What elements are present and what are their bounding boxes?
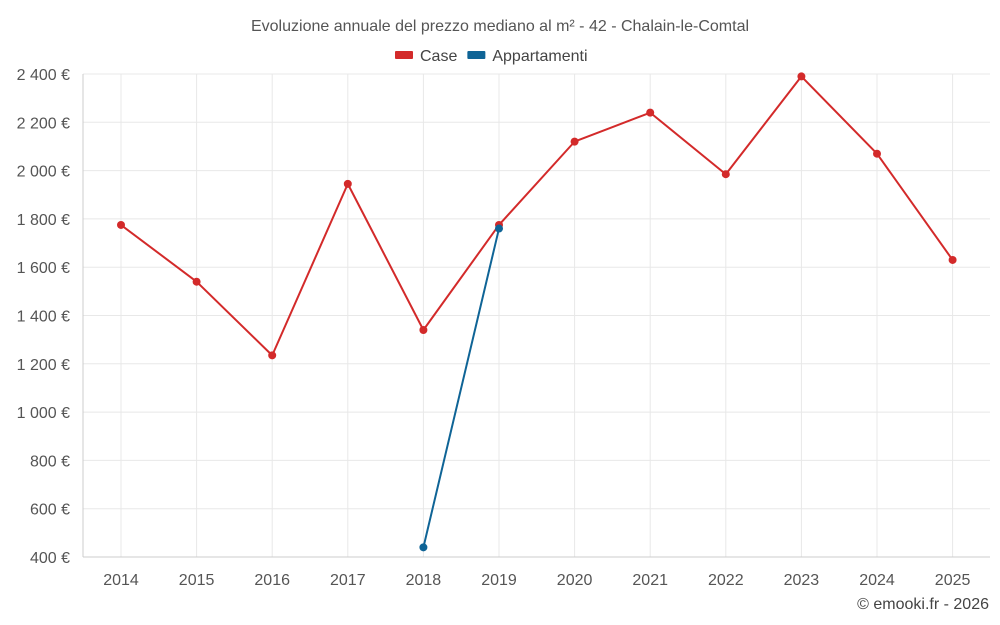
y-tick-label: 2 400 € [17,67,70,84]
y-tick-label: 2 200 € [17,115,70,132]
x-axis: 2014 2015 2016 2017 2018 2019 2020 2021 2022 2023… [83,556,990,589]
y-tick-label: 1 800 € [17,212,70,229]
legend-swatch-case [395,51,413,59]
x-tick-label: 2017 [330,572,366,589]
x-tick-label: 2019 [481,572,517,589]
y-tick-label: 1 600 € [17,260,70,277]
y-tick-label: 1 400 € [17,309,70,326]
data-point-appartamenti[interactable] [495,224,503,233]
data-point-case[interactable] [268,351,277,360]
x-tick-label: 2021 [632,572,668,589]
series-line-case [120,75,954,357]
x-tick-label: 2018 [406,572,442,589]
legend-label-case[interactable]: Case [420,48,457,65]
x-tick-label: 2022 [708,572,744,589]
series-group [117,72,957,552]
y-tick-label: 2 000 € [17,164,70,181]
y-tick-label: 1 200 € [17,357,70,374]
x-tick-label: 2020 [557,572,593,589]
legend[interactable]: Case Appartamenti [395,48,588,65]
y-tick-label: 600 € [30,502,70,519]
x-tick-label: 2015 [179,572,215,589]
data-point-case[interactable] [797,72,806,81]
data-point-case[interactable] [117,220,125,229]
data-point-case[interactable] [873,149,881,158]
data-point-appartamenti[interactable] [419,543,428,552]
data-point-case[interactable] [343,179,352,188]
x-tick-label: 2025 [935,572,971,589]
y-tick-label: 400 € [30,550,70,567]
x-tick-label: 2014 [103,572,139,589]
x-tick-label: 2016 [254,572,290,589]
y-axis: 400 € 600 € 800 € 1 000 € 1 200 € 1 400 € 1 60… [17,67,84,567]
data-point-case[interactable] [192,277,201,286]
data-point-case[interactable] [646,108,655,117]
chart-title: Evoluzione annuale del prezzo mediano al… [251,18,749,35]
grid [83,73,990,557]
data-point-case[interactable] [570,137,579,146]
x-tick-label: 2024 [859,572,895,589]
y-tick-label: 800 € [30,453,70,470]
series-line-appartamenti [422,227,500,549]
y-tick-label: 1 000 € [17,405,70,422]
data-point-case[interactable] [948,255,957,264]
data-point-case[interactable] [419,325,428,334]
legend-label-appartamenti[interactable]: Appartamenti [492,48,587,65]
credit-text: © emooki.fr - 2026 [857,596,989,613]
data-point-case[interactable] [721,170,730,179]
x-tick-label: 2023 [784,572,820,589]
legend-swatch-appartamenti [467,51,486,59]
